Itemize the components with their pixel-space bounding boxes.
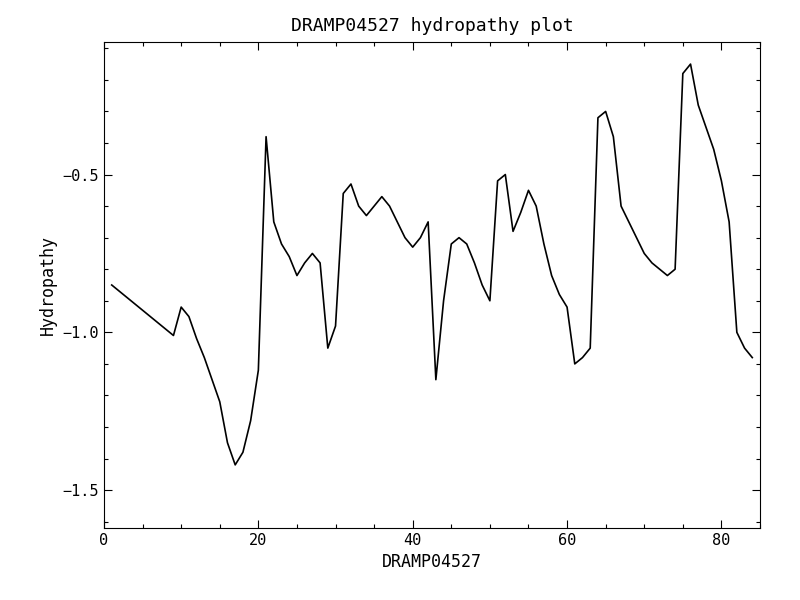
Title: DRAMP04527 hydropathy plot: DRAMP04527 hydropathy plot	[290, 17, 574, 35]
Y-axis label: Hydropathy: Hydropathy	[39, 235, 57, 335]
X-axis label: DRAMP04527: DRAMP04527	[382, 553, 482, 571]
